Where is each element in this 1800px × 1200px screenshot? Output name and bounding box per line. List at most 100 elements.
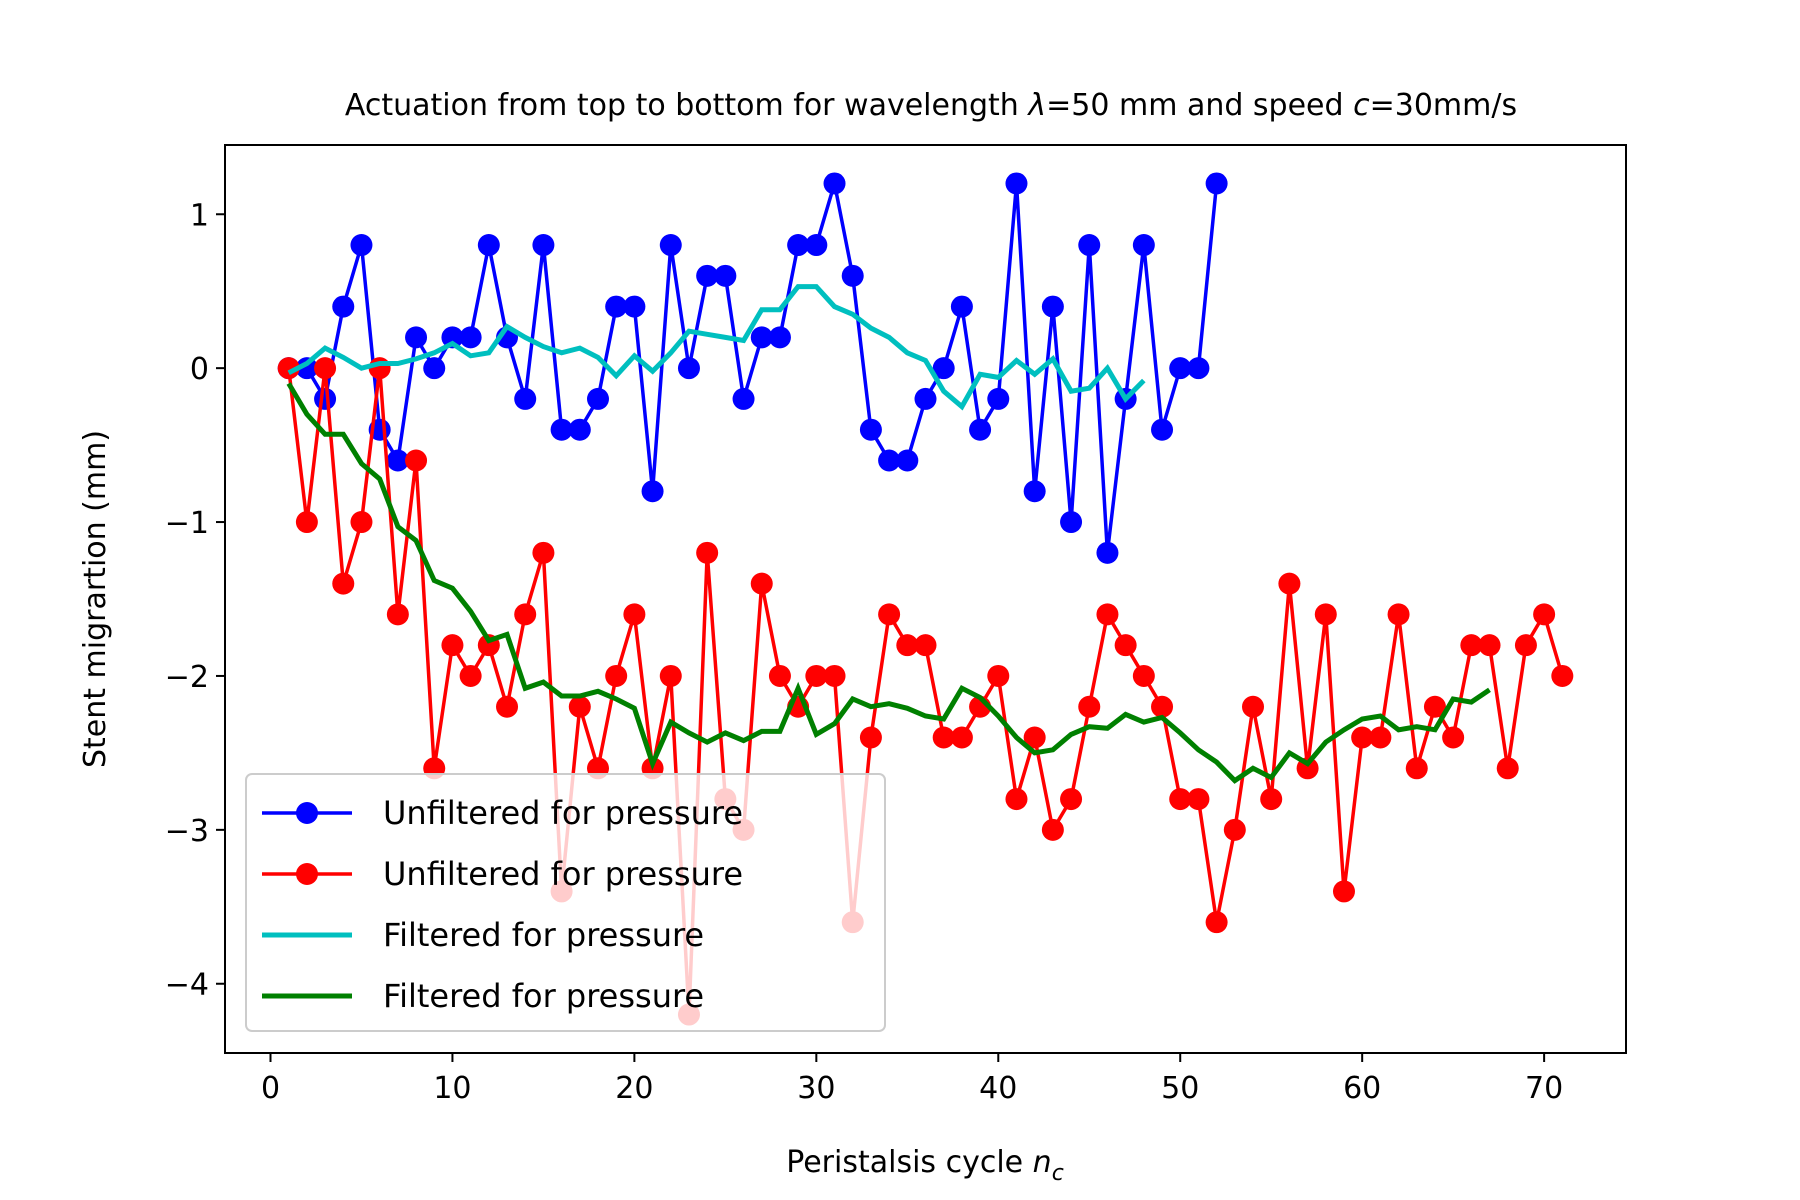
data-point: [496, 695, 519, 718]
data-point: [768, 326, 791, 349]
data-point: [841, 264, 864, 287]
y-axis-label: Stent migrartion (mm): [78, 430, 113, 768]
data-point: [1551, 664, 1574, 687]
data-point: [659, 234, 682, 257]
data-point: [314, 357, 337, 380]
data-point: [987, 664, 1010, 687]
data-point: [859, 418, 882, 441]
data-point: [696, 264, 719, 287]
data-point: [823, 172, 846, 195]
data-point: [732, 387, 755, 410]
data-point: [1533, 603, 1556, 626]
data-point: [677, 357, 700, 380]
data-point: [1332, 880, 1355, 903]
series-line: [288, 183, 1219, 554]
data-point: [623, 295, 646, 318]
data-point: [768, 664, 791, 687]
data-point: [1096, 603, 1119, 626]
data-point: [1351, 726, 1374, 749]
data-point: [532, 234, 555, 257]
legend-swatch-marker: [296, 802, 318, 824]
data-point: [1005, 788, 1028, 811]
data-point: [350, 511, 373, 534]
data-point: [1151, 418, 1174, 441]
data-point: [878, 603, 901, 626]
x-tick-label: 70: [1525, 1071, 1563, 1106]
legend-label: Filtered for pressure: [383, 977, 704, 1015]
data-point: [1096, 541, 1119, 564]
data-point: [405, 449, 428, 472]
data-point: [823, 664, 846, 687]
chart-title: Actuation from top to bottom for wavelen…: [345, 88, 1517, 123]
data-point: [423, 357, 446, 380]
data-point: [878, 449, 901, 472]
data-point: [350, 234, 373, 257]
data-point: [295, 511, 318, 534]
data-point: [386, 603, 409, 626]
data-point: [950, 726, 973, 749]
data-point: [1169, 788, 1192, 811]
data-point: [550, 418, 573, 441]
data-point: [1369, 726, 1392, 749]
data-point: [514, 603, 537, 626]
x-tick-label: 60: [1343, 1071, 1381, 1106]
data-point: [532, 541, 555, 564]
x-axis-ticks: 0 10 20 30 40 50 60 70: [261, 1053, 1563, 1106]
y-tick-label: −2: [165, 660, 209, 695]
series-line: [287, 284, 1146, 411]
x-axis-label: Peristalsis cycle nc: [786, 1145, 1064, 1186]
data-point: [987, 387, 1010, 410]
data-point: [1169, 357, 1192, 380]
data-point: [932, 726, 955, 749]
data-point: [750, 326, 773, 349]
data-point: [441, 326, 464, 349]
data-point: [950, 295, 973, 318]
data-point: [586, 387, 609, 410]
series-1: [277, 357, 1574, 1026]
data-point: [1314, 603, 1337, 626]
data-point: [1078, 234, 1101, 257]
data-point: [1260, 788, 1283, 811]
data-point: [1205, 172, 1228, 195]
data-point: [914, 387, 937, 410]
series-2: [287, 284, 1146, 411]
data-point: [1151, 695, 1174, 718]
legend-label: Unfiltered for pressure: [383, 794, 743, 832]
plot-frame: [224, 144, 1627, 1054]
data-point: [1187, 788, 1210, 811]
y-tick-label: 0: [190, 352, 209, 387]
series-layer: [277, 172, 1574, 1026]
data-point: [714, 264, 737, 287]
data-point: [1078, 695, 1101, 718]
data-point: [1278, 572, 1301, 595]
data-point: [295, 357, 318, 380]
legend-label: Filtered for pressure: [383, 916, 704, 954]
data-point: [368, 357, 391, 380]
x-tick-label: 30: [797, 1071, 835, 1106]
data-point: [805, 234, 828, 257]
data-point: [805, 664, 828, 687]
data-point: [1132, 664, 1155, 687]
data-point: [1041, 818, 1064, 841]
data-point: [386, 449, 409, 472]
legend-swatch-marker: [296, 863, 318, 885]
data-point: [623, 603, 646, 626]
data-point: [1060, 511, 1083, 534]
data-point: [750, 572, 773, 595]
data-point: [696, 541, 719, 564]
x-tick-label: 40: [979, 1071, 1017, 1106]
x-tick-label: 10: [433, 1071, 471, 1106]
data-point: [314, 387, 337, 410]
data-point: [1060, 788, 1083, 811]
data-point: [332, 572, 355, 595]
data-point: [1205, 911, 1228, 934]
data-point: [1405, 757, 1428, 780]
data-point: [896, 634, 919, 657]
data-point: [477, 234, 500, 257]
data-point: [1005, 172, 1028, 195]
data-point: [332, 295, 355, 318]
data-point: [859, 726, 882, 749]
data-point: [659, 664, 682, 687]
y-tick-label: −4: [165, 968, 209, 1003]
legend-box: [245, 773, 886, 1032]
